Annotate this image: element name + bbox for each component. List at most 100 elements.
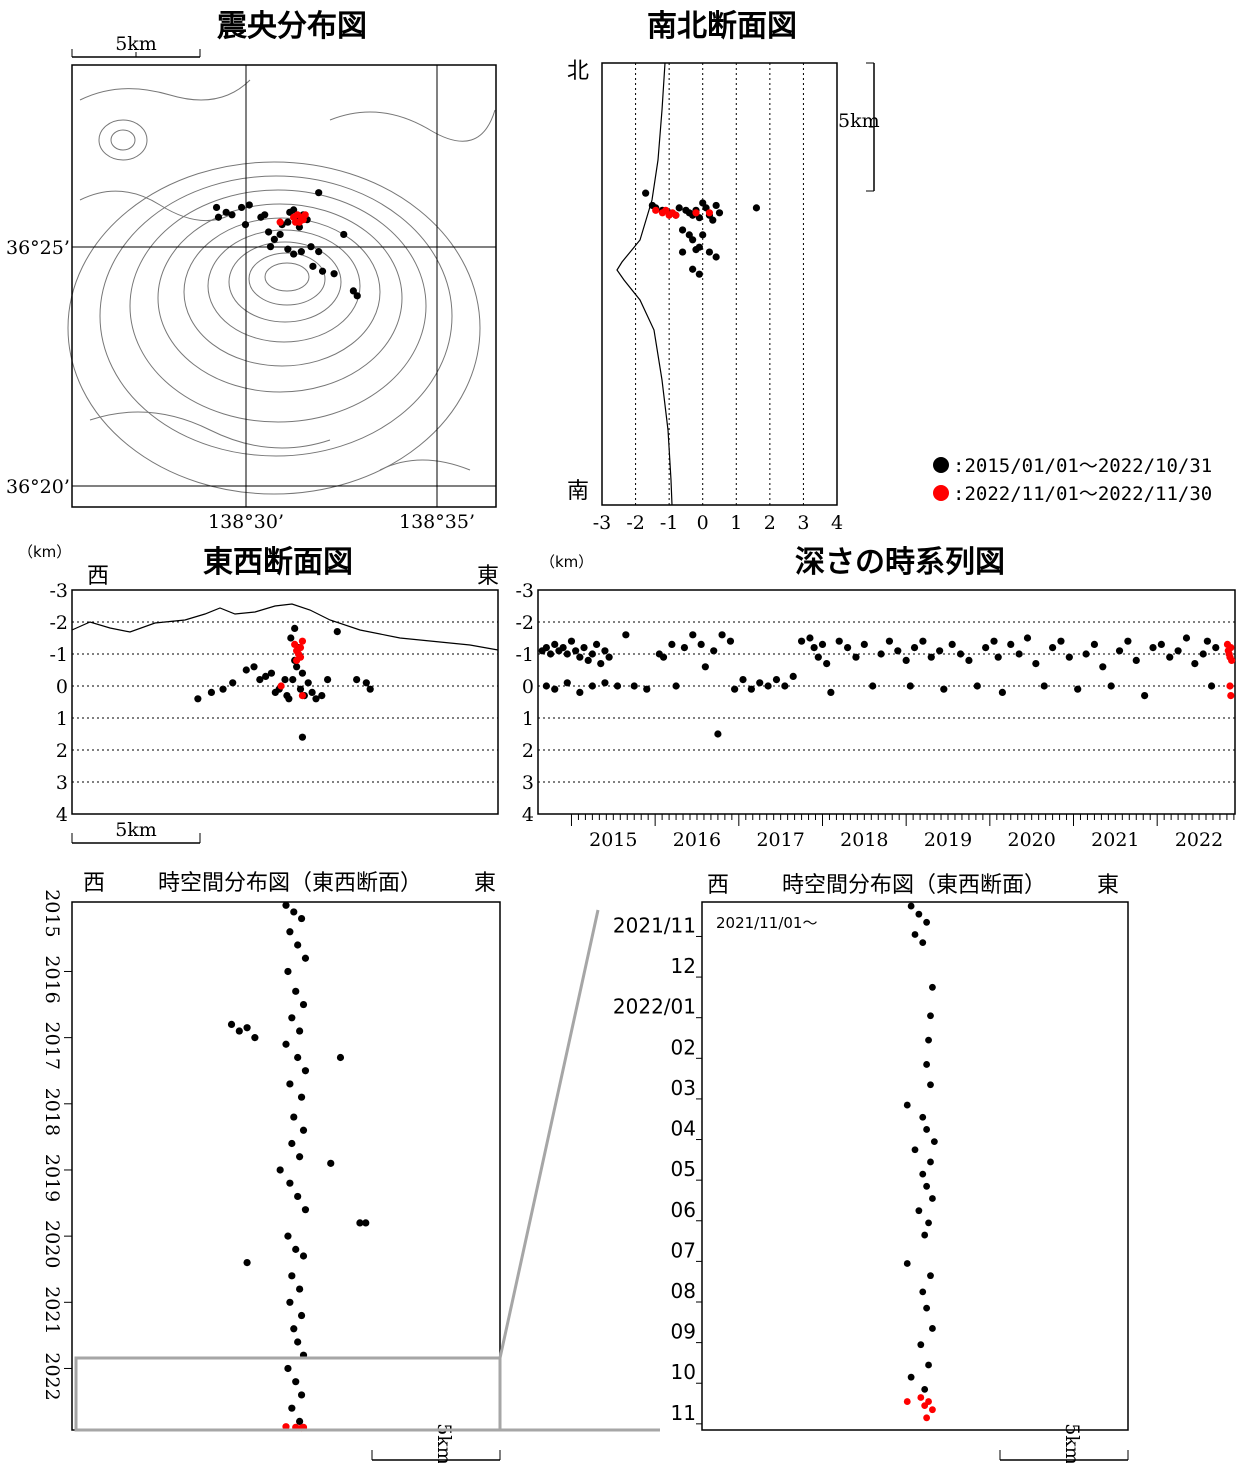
st-y-tick: 2017 xyxy=(41,1022,63,1070)
ew-scale-bar: 5km xyxy=(71,819,201,844)
stz-y-tick: 09 xyxy=(671,1320,696,1344)
hypocenter-point xyxy=(256,676,264,684)
ew-section-title: 東西断面図 xyxy=(203,545,353,580)
hypocenter-point xyxy=(282,1040,290,1048)
depth-tick: -1 xyxy=(515,644,534,666)
hypocenter-point xyxy=(965,656,973,665)
hypocenter-point xyxy=(296,1153,304,1161)
ns-gridlines xyxy=(635,63,804,505)
ts-x-tick: 2019 xyxy=(924,829,972,851)
hypocenter-point xyxy=(764,682,772,690)
hypocenter-point xyxy=(695,270,703,278)
hypocenter-point xyxy=(689,631,697,639)
hypocenter-point xyxy=(756,679,764,687)
hypocenter-point xyxy=(810,644,818,652)
hypocenter-point xyxy=(584,656,592,665)
hypocenter-point xyxy=(551,685,559,693)
legend-marker-recent xyxy=(933,485,949,501)
epicenter-map-title: 震央分布図 xyxy=(217,9,367,44)
ts-gridlines xyxy=(538,621,1235,783)
hypocenter-point xyxy=(919,1288,927,1296)
hypocenter-point xyxy=(917,1341,925,1349)
hypocenter-point xyxy=(1166,653,1174,661)
hypocenter-point xyxy=(613,682,622,690)
depth-tick: -3 xyxy=(49,580,68,602)
ts-x-tick: 2017 xyxy=(756,829,804,851)
depth-tick: 3 xyxy=(56,772,68,794)
hypocenter-point xyxy=(588,650,596,658)
hypocenter-point xyxy=(309,262,317,270)
st-frame xyxy=(71,901,501,1431)
hypocenter-point xyxy=(907,902,915,910)
hypocenter-point xyxy=(243,1259,251,1267)
hypocenter-point xyxy=(699,231,707,239)
hypocenter-point xyxy=(588,682,596,690)
ts-points xyxy=(538,631,1236,738)
hypocenter-point xyxy=(1203,637,1211,645)
legend-marker-before xyxy=(933,457,949,473)
hypocenter-point xyxy=(276,1166,284,1174)
hypocenter-point xyxy=(597,660,605,668)
hypocenter-point xyxy=(1182,634,1191,642)
hypocenter-point xyxy=(241,221,250,229)
ts-x-tick-labels: 2015 2016 2017 2018 2019 2020 2021 2022 xyxy=(570,814,1235,851)
hypocenter-point xyxy=(927,1158,934,1166)
st-east-label: 東 xyxy=(474,871,496,896)
hypocenter-point xyxy=(228,211,236,219)
hypocenter-point xyxy=(284,245,292,253)
ew-section-panel: （km） 東西断面図 西 東 -3 -2 -1 0 1 2 3 4 5km xyxy=(18,543,499,844)
hypocenter-point xyxy=(264,228,273,236)
hypocenter-point xyxy=(261,211,269,219)
hypocenter-point xyxy=(340,230,348,239)
ew-scale-label: 5km xyxy=(115,819,157,841)
hypocenter-point xyxy=(284,218,292,226)
stz-y-tick: 07 xyxy=(671,1238,696,1262)
st-y-tick: 2020 xyxy=(41,1220,63,1268)
ew-points xyxy=(194,624,374,741)
hypocenter-point xyxy=(324,676,332,684)
hypocenter-point xyxy=(689,236,697,244)
zoom-indicator xyxy=(74,909,660,1432)
hypocenter-point xyxy=(296,685,305,693)
hypocenter-point xyxy=(1132,656,1140,665)
legend: :2015/01/01～2022/10/31 :2022/11/01～2022/… xyxy=(933,455,1212,505)
hypocenter-point xyxy=(286,1080,294,1088)
hypocenter-point xyxy=(567,637,576,645)
hypocenter-point xyxy=(797,637,806,645)
hypocenter-point xyxy=(907,1373,915,1381)
hypocenter-point xyxy=(262,672,270,681)
hypocenter-point xyxy=(605,653,613,661)
hypocenter-point xyxy=(712,253,720,261)
hypocenter-point xyxy=(250,663,258,671)
hypocenter-point xyxy=(194,695,202,703)
hypocenter-point xyxy=(714,730,722,738)
hypocenter-point xyxy=(1048,644,1057,652)
hypocenter-point xyxy=(276,230,284,239)
hypocenter-point xyxy=(680,644,689,652)
hypocenter-point xyxy=(294,941,302,949)
hypocenter-point xyxy=(299,1126,308,1134)
ns-scale-bar: 5km xyxy=(838,62,880,192)
hypocenter-point xyxy=(869,682,877,690)
hypocenter-point xyxy=(1015,650,1023,658)
hypocenter-point xyxy=(362,1219,370,1227)
hypocenter-point xyxy=(643,685,651,693)
hypocenter-point xyxy=(921,1385,929,1393)
hypocenter-point xyxy=(948,640,956,649)
hypocenter-point xyxy=(290,206,298,214)
hypocenter-point xyxy=(292,1378,300,1386)
st-y-tick: 2018 xyxy=(41,1088,63,1136)
hypocenter-point xyxy=(894,647,902,655)
hypocenter-point xyxy=(267,669,276,677)
map-frame xyxy=(71,64,497,508)
st-y-tick: 2019 xyxy=(41,1154,63,1202)
ts-unit-label: （km） xyxy=(540,553,593,571)
stz-scale-label: 5km xyxy=(1061,1423,1083,1463)
epicenter-points xyxy=(212,189,361,300)
hypocenter-point xyxy=(551,640,559,649)
depth-tick: -2 xyxy=(515,612,534,634)
epicenter-map-panel: 震央分布図 5km xyxy=(6,9,497,533)
depth-tick: -2 xyxy=(49,612,68,634)
hypocenter-point xyxy=(923,1061,931,1068)
hypocenter-point xyxy=(333,628,341,636)
